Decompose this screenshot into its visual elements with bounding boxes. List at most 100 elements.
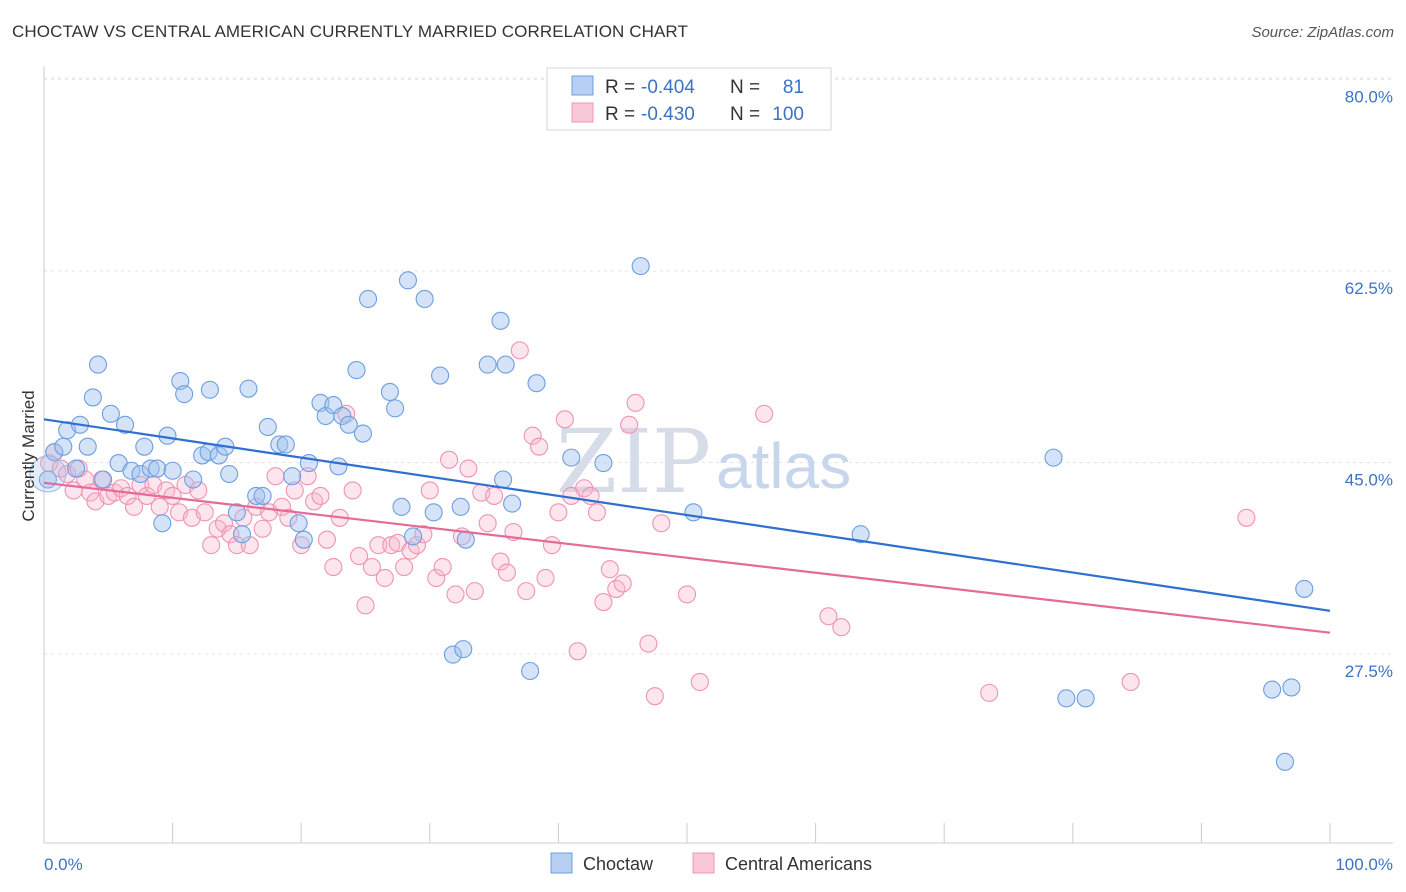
central-american-point — [594, 593, 613, 612]
central-american-point — [555, 410, 574, 429]
choctaw-point — [392, 497, 411, 516]
central-american-point — [652, 514, 671, 533]
choctaw-point — [54, 437, 73, 456]
central-american-point — [362, 557, 381, 577]
legend-swatch-choctaw — [571, 75, 594, 96]
choctaw-point — [851, 525, 870, 544]
choctaw-trend-line — [43, 418, 1331, 612]
choctaw-point — [424, 503, 443, 522]
central-american-point — [440, 450, 459, 469]
choctaw-point — [135, 437, 154, 456]
y-tick-label: 27.5% — [1345, 662, 1393, 681]
bottom-legend: Choctaw Central Americans — [550, 852, 872, 874]
choctaw-point — [454, 640, 473, 659]
choctaw-point — [521, 661, 540, 681]
legend-n-label-2: N = — [730, 104, 760, 125]
legend-frame — [546, 67, 832, 131]
central-american-point — [478, 514, 497, 533]
central-american-point — [536, 568, 555, 588]
bottom-legend-swatch-choctaw — [550, 852, 573, 874]
choctaw-point — [491, 311, 510, 330]
choctaw-point — [353, 424, 372, 443]
choctaw-point — [1057, 689, 1076, 708]
central-american-point — [980, 683, 999, 702]
central-american-point — [285, 481, 304, 500]
choctaw-point — [232, 525, 252, 544]
central-american-point — [755, 404, 774, 423]
central-american-point — [523, 426, 542, 445]
choctaw-point — [1282, 678, 1301, 697]
choctaw-point — [141, 459, 160, 478]
bottom-legend-swatch-central — [692, 852, 715, 874]
y-tick-labels: 27.5% 45.0% 62.5% 80.0% — [1345, 88, 1393, 682]
choctaw-point — [415, 289, 434, 308]
choctaw-point — [398, 271, 417, 290]
central-american-point — [375, 568, 394, 588]
central-american-point — [485, 486, 504, 505]
choctaw-point — [101, 404, 120, 423]
choctaw-point — [1076, 689, 1095, 708]
choctaw-point — [220, 464, 239, 484]
choctaw-point — [148, 459, 167, 478]
choctaw-point — [594, 454, 613, 473]
central-american-point — [420, 481, 439, 500]
gridlines — [44, 77, 1393, 655]
data-points — [29, 257, 1314, 771]
choctaw-point — [227, 503, 246, 522]
central-american-point — [395, 557, 414, 577]
x-tick-label-start: 0.0% — [44, 855, 83, 874]
choctaw-point — [1275, 752, 1295, 771]
choctaw-point — [283, 467, 302, 486]
choctaw-point — [1263, 680, 1282, 699]
central-american-point — [600, 560, 619, 579]
choctaw-point — [294, 530, 313, 549]
y-axis-label: Currently Married — [19, 390, 38, 521]
central-american-point — [690, 672, 709, 691]
choctaw-point — [496, 355, 515, 374]
choctaw-point — [1044, 448, 1063, 467]
central-american-trend-line — [43, 481, 1331, 634]
central-american-point — [510, 341, 529, 360]
trend-lines — [43, 418, 1331, 634]
choctaw-point — [239, 379, 258, 398]
central-american-point — [214, 514, 234, 533]
central-american-point — [189, 481, 208, 500]
central-american-point — [1237, 508, 1256, 527]
legend-n-value-1: 81 — [783, 77, 804, 98]
choctaw-point — [631, 257, 650, 276]
choctaw-point — [443, 645, 462, 664]
central-american-point — [639, 634, 658, 653]
central-american-point — [446, 585, 465, 604]
choctaw-point — [386, 399, 405, 418]
central-american-point — [369, 536, 388, 555]
bottom-legend-label-choctaw: Choctaw — [583, 854, 654, 874]
central-american-point — [124, 497, 144, 516]
central-american-point — [517, 582, 536, 601]
central-american-point — [311, 486, 330, 505]
central-american-point — [568, 642, 587, 661]
choctaw-point — [359, 289, 378, 308]
central-american-point — [677, 585, 697, 604]
central-american-point — [1121, 672, 1140, 691]
y-tick-label: 80.0% — [1345, 88, 1393, 107]
central-american-point — [530, 437, 549, 456]
choctaw-point — [404, 527, 423, 546]
choctaw-point — [67, 459, 86, 478]
central-american-point — [427, 568, 446, 588]
choctaw-point — [431, 366, 450, 385]
choctaw-point — [527, 374, 546, 393]
central-american-point — [407, 536, 426, 555]
choctaw-point — [94, 470, 113, 489]
legend-swatch-central — [571, 102, 594, 123]
bottom-legend-label-central: Central Americans — [725, 854, 872, 874]
central-american-point — [645, 687, 664, 706]
central-american-point — [58, 464, 77, 484]
central-american-point — [613, 574, 632, 593]
choctaw-point — [253, 486, 272, 505]
choctaw-point — [247, 486, 266, 505]
watermark: ZIP atlas — [556, 410, 851, 513]
central-american-point — [195, 503, 214, 522]
central-american-point — [227, 536, 246, 555]
central-american-point — [266, 467, 285, 486]
